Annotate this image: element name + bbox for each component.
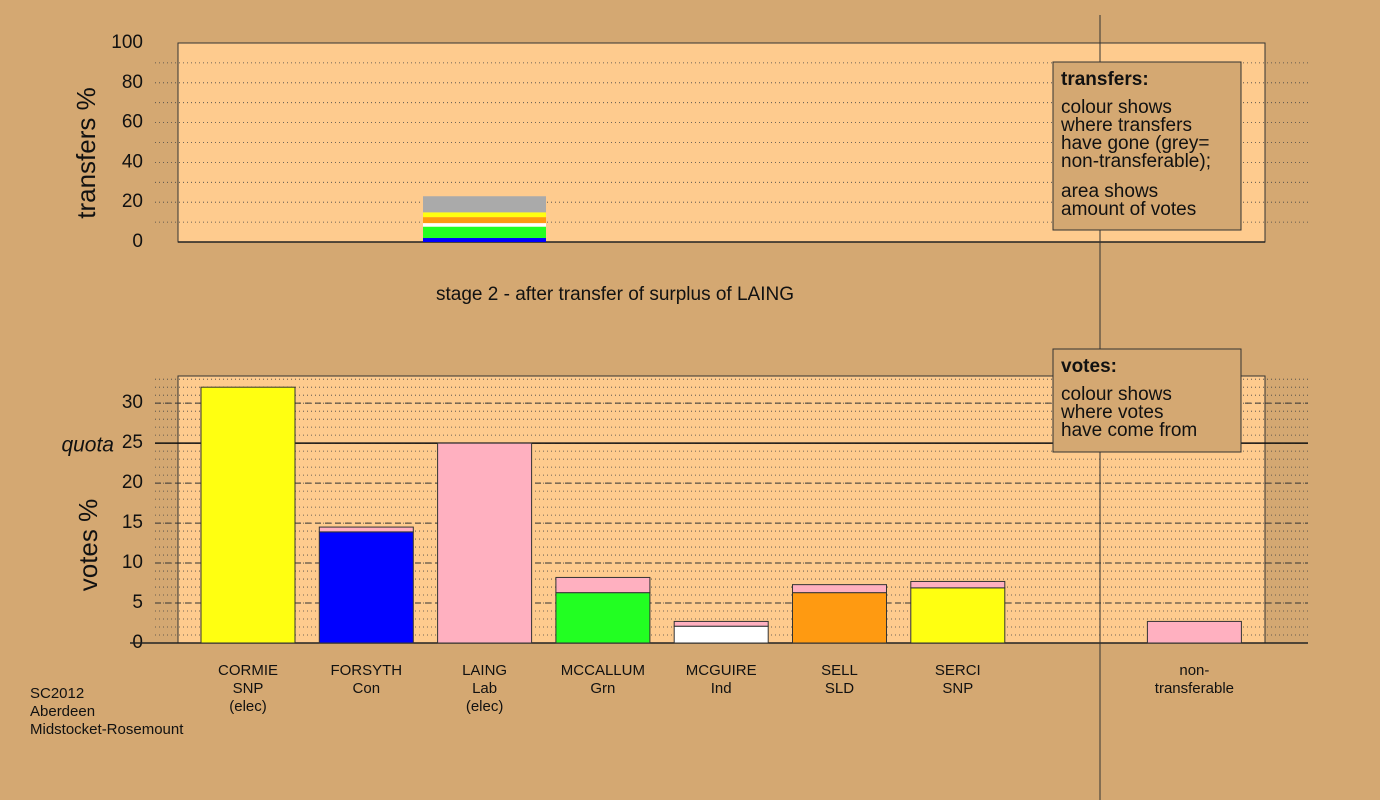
footer: Midstocket-Rosemount: [30, 721, 184, 738]
y-tick-label: 20: [122, 472, 143, 493]
bar-segment: [555, 592, 651, 644]
x-tick-label: SERCI: [935, 662, 981, 679]
y-tick-label: 100: [111, 32, 143, 53]
legend-text: where transfers: [1060, 115, 1192, 136]
y-tick-label: 15: [122, 512, 143, 533]
y-tick-label: 5: [132, 592, 143, 613]
bar-segment: [792, 584, 887, 594]
x-tick-label: non-: [1179, 662, 1209, 679]
legend-text: colour shows: [1061, 384, 1172, 405]
caption: stage 2 - after transfer of surplus of L…: [436, 284, 794, 305]
x-tick-label: MCGUIRE: [686, 662, 757, 679]
x-tick-label: SLD: [825, 680, 854, 697]
bar-segment: [318, 526, 414, 533]
legend-text: have gone (grey=: [1061, 133, 1209, 154]
bar-segment: [200, 386, 296, 644]
bar-segment: [437, 442, 533, 644]
transfer-segment: [423, 226, 546, 239]
x-tick-label: MCCALLUM: [561, 662, 645, 679]
legend-text: colour shows: [1061, 97, 1172, 118]
x-tick-label: SNP: [233, 680, 264, 697]
footer: Aberdeen: [30, 703, 95, 720]
quota-label: quota: [61, 434, 114, 457]
bar-segment: [792, 592, 887, 644]
y-tick-label: 0: [132, 231, 143, 252]
y-tick-label: 80: [122, 72, 143, 93]
bar-segment: [1146, 620, 1242, 644]
x-tick-label: transferable: [1155, 680, 1234, 697]
x-tick-label: Con: [353, 680, 381, 697]
x-tick-label: FORSYTH: [330, 662, 402, 679]
legend-title: votes:: [1061, 356, 1117, 377]
bar-segment: [555, 576, 651, 594]
legend-text: non-transferable);: [1061, 151, 1211, 172]
transfer-segment: [423, 196, 546, 213]
y-tick-label: 40: [122, 151, 143, 172]
transfer-segment: [423, 212, 546, 218]
x-tick-label: LAING: [462, 662, 507, 679]
x-tick-label: Lab: [472, 680, 497, 697]
bar-segment: [673, 620, 769, 627]
bar-segment: [318, 531, 414, 644]
y-tick-label: 30: [122, 392, 143, 413]
bar-segment: [673, 625, 769, 644]
legend-box: [1052, 348, 1242, 453]
legend-text: where votes: [1060, 402, 1163, 423]
legend-text: amount of votes: [1061, 199, 1196, 220]
y-tick-label: 25: [122, 432, 143, 453]
transfer-segment: [423, 223, 546, 227]
legend-text: area shows: [1061, 181, 1158, 202]
x-tick-label: Ind: [711, 680, 732, 697]
x-tick-label: SNP: [942, 680, 973, 697]
bar-segment: [910, 580, 1006, 589]
legend-box: [1052, 61, 1242, 231]
y-tick-label: 60: [122, 112, 143, 133]
y-axis-title: transfers %: [71, 87, 101, 219]
legend-title: transfers:: [1061, 69, 1149, 90]
x-tick-label: (elec): [466, 698, 504, 715]
x-tick-label: Grn: [590, 680, 615, 697]
y-axis-title: votes %: [73, 499, 103, 592]
x-tick-label: (elec): [229, 698, 267, 715]
x-tick-label: SELL: [821, 662, 858, 679]
footer: SC2012: [30, 685, 84, 702]
y-tick-label: 20: [122, 191, 143, 212]
legend-text: have come from: [1061, 420, 1197, 441]
bar-segment: [910, 587, 1006, 644]
transfer-segment: [423, 238, 546, 242]
y-tick-label: 10: [122, 552, 143, 573]
transfer-segment: [423, 217, 546, 224]
x-tick-label: CORMIE: [218, 662, 278, 679]
